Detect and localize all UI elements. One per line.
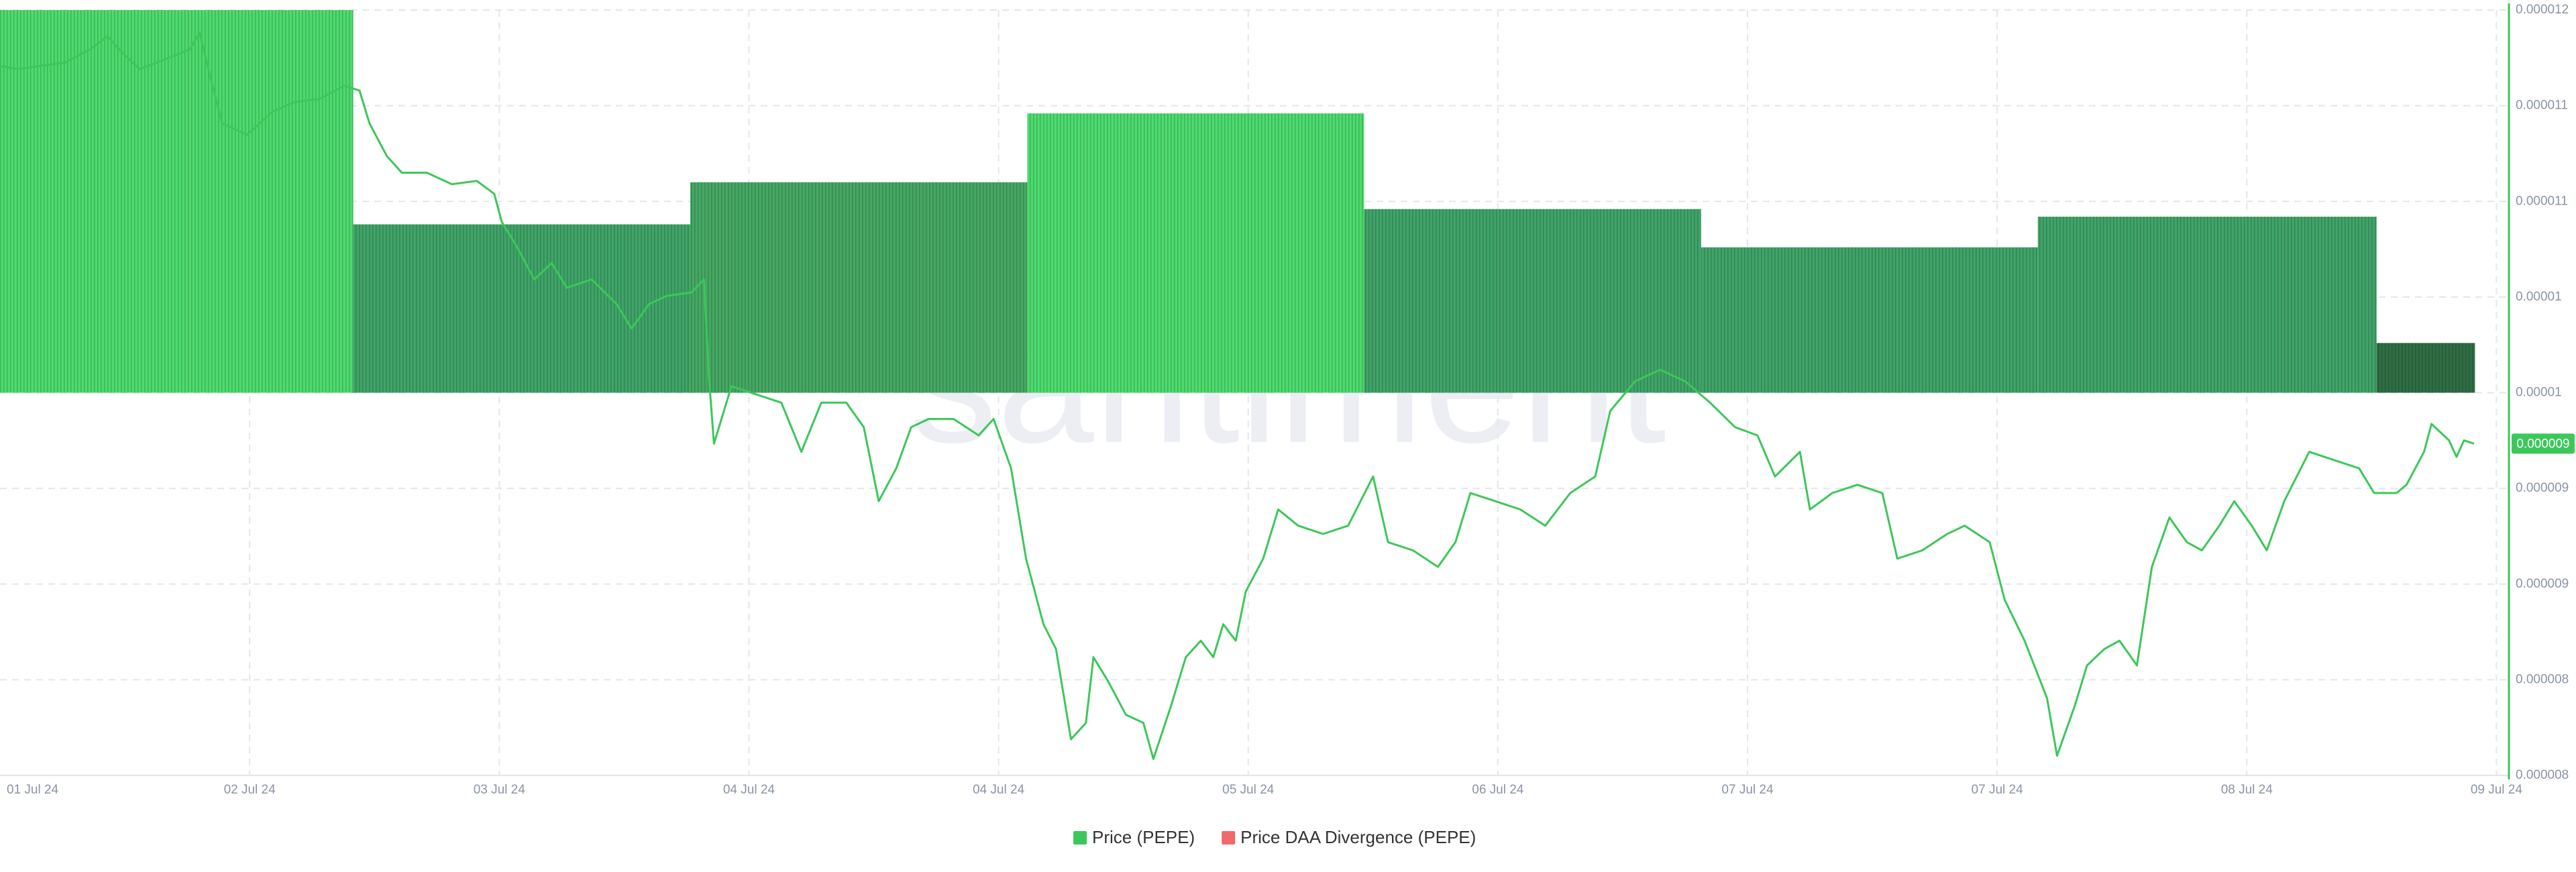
divergence-bar xyxy=(2037,217,2377,393)
x-tick-label: 07 Jul 24 xyxy=(1721,783,1774,797)
legend-swatch xyxy=(1073,831,1087,844)
y-tick-label: 0.000008 xyxy=(2516,768,2569,782)
x-tick-label: 02 Jul 24 xyxy=(224,783,276,797)
x-tick-label: 03 Jul 24 xyxy=(474,783,526,797)
divergence-bar xyxy=(0,10,354,393)
legend-label: Price (PEPE) xyxy=(1092,827,1195,847)
x-tick-label: 07 Jul 24 xyxy=(1972,783,2024,797)
x-tick-label: 04 Jul 24 xyxy=(973,783,1025,797)
y-tick-label: 0.000009 xyxy=(2516,481,2569,495)
divergence-bar xyxy=(1701,247,2038,393)
x-tick-label: 09 Jul 24 xyxy=(2471,783,2523,797)
x-tick-label: 01 Jul 24 xyxy=(7,783,59,797)
price-line xyxy=(0,32,2475,760)
y-tick-label: 0.000012 xyxy=(2516,3,2569,17)
divergence-bar xyxy=(690,182,1028,393)
x-tick-label: 08 Jul 24 xyxy=(2221,783,2273,797)
x-tick-label: 04 Jul 24 xyxy=(723,783,775,797)
divergence-bar xyxy=(1027,113,1364,393)
y-tick-label: 0.000011 xyxy=(2516,99,2568,113)
current-price-label: 0.000009 xyxy=(2516,437,2569,451)
y-tick-label: 0.000011 xyxy=(2516,194,2568,208)
divergence-bar xyxy=(2376,343,2475,393)
current-price-box xyxy=(2512,433,2575,454)
x-tick-label: 05 Jul 24 xyxy=(1222,783,1275,797)
x-tick-label: 06 Jul 24 xyxy=(1472,783,1524,797)
legend-label: Price DAA Divergence (PEPE) xyxy=(1240,827,1476,847)
y-tick-label: 0.000008 xyxy=(2516,672,2569,686)
legend-swatch xyxy=(1222,831,1236,844)
y-tick-label: 0.000009 xyxy=(2516,577,2569,591)
divergence-bar xyxy=(1364,209,1701,393)
y-tick-label: 0.00001 xyxy=(2516,290,2562,304)
divergence-bar xyxy=(353,224,690,393)
y-tick-label: 0.00001 xyxy=(2516,386,2562,400)
